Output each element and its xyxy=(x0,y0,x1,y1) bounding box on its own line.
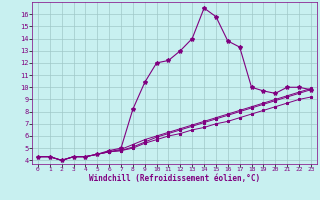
X-axis label: Windchill (Refroidissement éolien,°C): Windchill (Refroidissement éolien,°C) xyxy=(89,174,260,183)
